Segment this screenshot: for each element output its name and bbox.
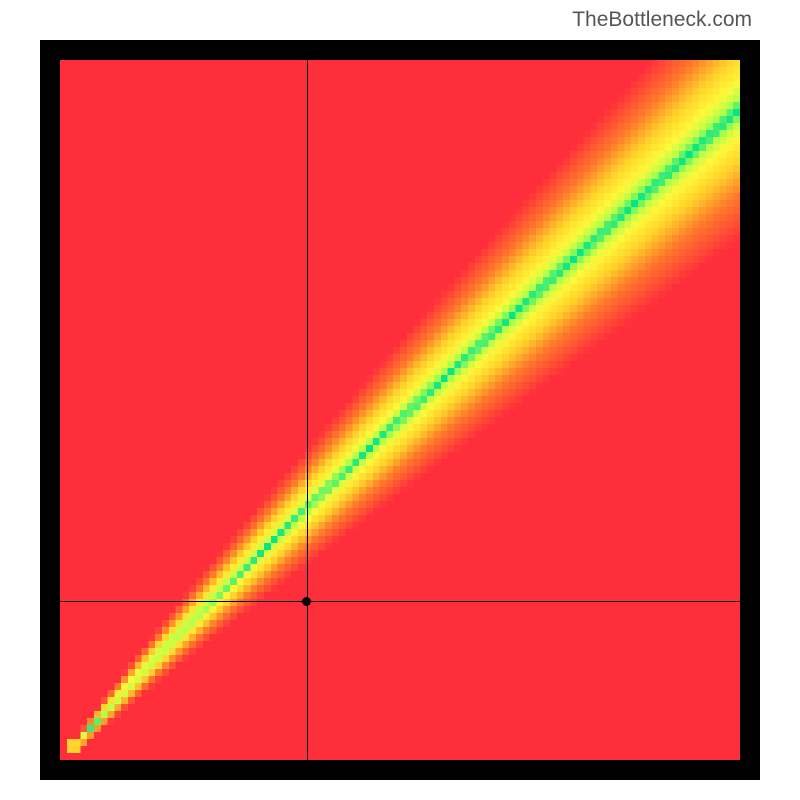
crosshair-marker-dot <box>302 597 311 606</box>
chart-frame <box>40 40 760 780</box>
bottleneck-heatmap <box>60 60 740 760</box>
attribution-text: TheBottleneck.com <box>572 8 752 32</box>
crosshair-horizontal <box>60 601 740 602</box>
crosshair-vertical <box>307 60 308 760</box>
chart-container: TheBottleneck.com <box>0 0 800 800</box>
